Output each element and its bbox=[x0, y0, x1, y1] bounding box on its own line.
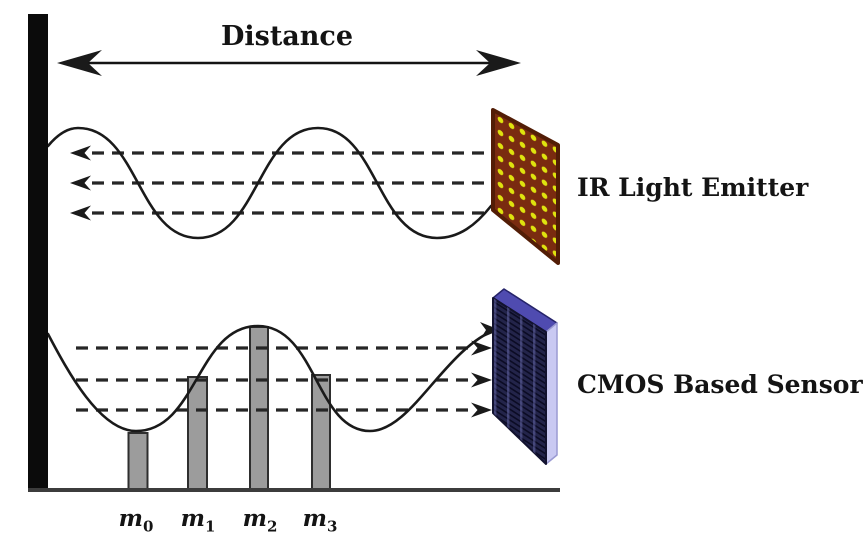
distance-label: Distance bbox=[220, 21, 354, 52]
right-arrowhead-icon bbox=[471, 402, 492, 418]
left-arrowhead-icon bbox=[57, 50, 102, 76]
baseline-axis bbox=[28, 488, 560, 492]
distance-arrow bbox=[57, 50, 521, 76]
sample-label-m3: m3 bbox=[302, 505, 338, 536]
emitter-label: IR Light Emitter bbox=[577, 173, 809, 202]
sensor-side-face bbox=[545, 322, 558, 465]
right-arrowhead-icon bbox=[476, 50, 521, 76]
reflected-wave bbox=[46, 324, 499, 433]
emitted-wave bbox=[46, 126, 493, 240]
sample-label-m0: m0 bbox=[118, 505, 154, 536]
left-arrowhead-icon bbox=[70, 175, 91, 191]
sample-label-m1: m1 bbox=[180, 505, 216, 536]
left-arrowhead-icon bbox=[70, 145, 91, 161]
left-arrowhead-icon bbox=[70, 205, 91, 221]
right-arrowhead-icon bbox=[471, 340, 492, 356]
cmos-sensor-panel bbox=[492, 288, 558, 465]
sensor-label: CMOS Based Sensor bbox=[577, 370, 863, 399]
wave-arrowhead-icon bbox=[480, 322, 500, 338]
sample-bar-m1 bbox=[187, 376, 208, 490]
sample-bar-m3 bbox=[311, 374, 331, 490]
emitted-rays bbox=[70, 145, 489, 221]
target-wall bbox=[28, 14, 48, 492]
reflected-rays bbox=[76, 340, 492, 418]
ir-emitter-panel bbox=[491, 108, 560, 265]
right-arrowhead-icon bbox=[471, 372, 492, 388]
sample-bar-m0 bbox=[127, 432, 149, 490]
sample-label-m2: m2 bbox=[242, 505, 278, 536]
sample-bar-m2 bbox=[249, 326, 269, 490]
